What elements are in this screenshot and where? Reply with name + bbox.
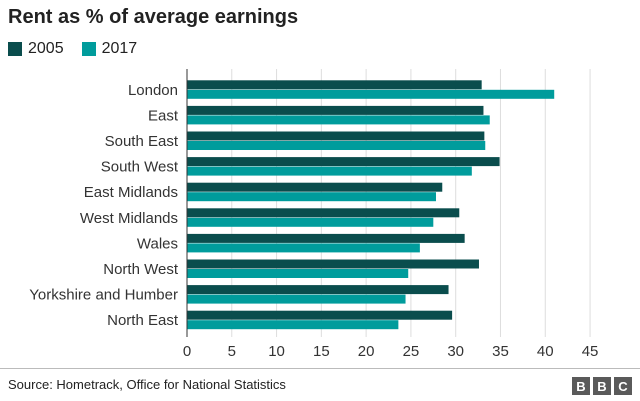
bars bbox=[187, 80, 555, 330]
bar-2017 bbox=[187, 141, 486, 150]
x-tick-label: 30 bbox=[447, 343, 464, 360]
bar-2017 bbox=[187, 89, 555, 99]
category-label: London bbox=[128, 82, 178, 99]
x-tick-label: 45 bbox=[582, 343, 599, 360]
legend-label-2017: 2017 bbox=[101, 40, 138, 57]
x-tick-label: 15 bbox=[313, 343, 330, 360]
bar-2005 bbox=[187, 233, 465, 243]
category-label: South East bbox=[105, 133, 179, 150]
x-tick-label: 35 bbox=[492, 343, 509, 360]
bbc-logo: B B C bbox=[569, 377, 632, 395]
bar-2017 bbox=[187, 217, 434, 227]
bar-2017 bbox=[187, 166, 472, 176]
bar-2005 bbox=[187, 310, 453, 320]
bar-2005 bbox=[187, 80, 482, 90]
bar-2017 bbox=[187, 115, 490, 125]
x-tick-label: 10 bbox=[268, 343, 285, 360]
x-tick-label: 20 bbox=[358, 343, 375, 360]
bar-2005 bbox=[187, 182, 443, 192]
source-note: Source: Hometrack, Office for National S… bbox=[8, 377, 286, 392]
bar-2005 bbox=[187, 105, 484, 115]
bar-2017 bbox=[187, 243, 420, 253]
category-label: North East bbox=[107, 312, 179, 329]
category-label: Wales bbox=[137, 235, 178, 252]
bbc-logo-letter: B bbox=[572, 377, 590, 395]
category-label: East Midlands bbox=[84, 184, 178, 201]
category-label: West Midlands bbox=[80, 210, 178, 227]
bar-2017 bbox=[187, 269, 409, 278]
category-label: North West bbox=[103, 261, 179, 278]
footer-divider bbox=[0, 368, 640, 369]
legend-swatch-2005 bbox=[8, 42, 22, 56]
category-label: East bbox=[148, 107, 179, 124]
bar-2005 bbox=[187, 131, 485, 141]
legend-item-2017: 2017 bbox=[81, 40, 138, 58]
bar-2017 bbox=[187, 320, 399, 330]
bbc-logo-letter: B bbox=[593, 377, 611, 395]
legend-item-2005: 2005 bbox=[8, 40, 64, 58]
category-labels: London East South East South West East Midla… bbox=[29, 82, 179, 329]
bar-2005 bbox=[187, 208, 460, 218]
x-tick-label: 25 bbox=[403, 343, 420, 360]
legend-swatch-2017 bbox=[81, 42, 96, 56]
bar-2005 bbox=[187, 157, 500, 167]
x-tick-label: 5 bbox=[228, 343, 236, 360]
chart-title: Rent as % of average earnings bbox=[8, 6, 299, 28]
category-label: South West bbox=[101, 159, 179, 176]
x-tick-labels: 0 5 10 15 20 25 30 35 40 45 bbox=[183, 343, 599, 360]
bar-2005 bbox=[187, 259, 479, 269]
category-label: Yorkshire and Humber bbox=[29, 287, 178, 304]
x-tick-label: 40 bbox=[537, 343, 554, 360]
x-tick-label: 0 bbox=[183, 343, 191, 360]
bar-2005 bbox=[187, 285, 449, 295]
legend-label-2005: 2005 bbox=[28, 40, 64, 57]
bbc-logo-letter: C bbox=[614, 377, 632, 395]
bar-2017 bbox=[187, 294, 406, 304]
bar-2017 bbox=[187, 192, 436, 202]
legend: 2005 2017 bbox=[8, 40, 155, 58]
